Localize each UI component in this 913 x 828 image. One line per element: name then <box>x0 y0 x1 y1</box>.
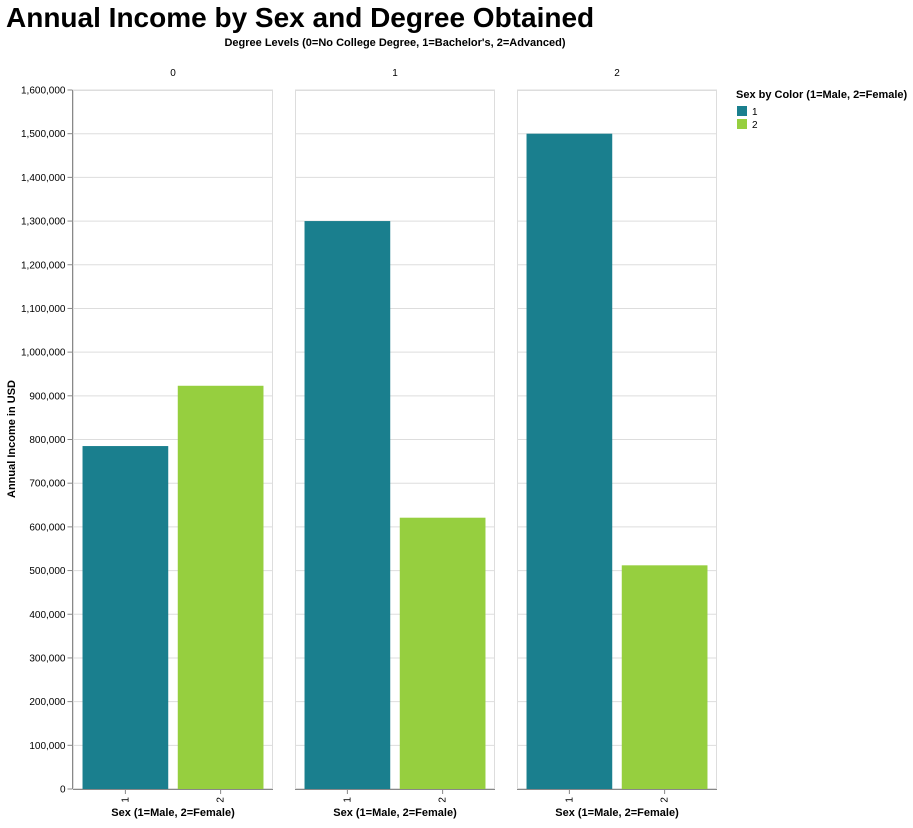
panel-frame <box>517 90 717 789</box>
y-tick-label: 1,200,000 <box>21 260 66 271</box>
facets: 0 1 2 Sex (1=Male, 2=Female) 1 1 2 Sex (1=Male,… <box>21 68 717 819</box>
x-tick-label: 2 <box>216 797 227 803</box>
y-tick-label: 1,100,000 <box>21 304 66 315</box>
y-tick-label: 1,000,000 <box>21 348 66 359</box>
panel-frame <box>73 90 273 789</box>
chart-title: Annual Income by Sex and Degree Obtained <box>6 2 594 33</box>
y-tick-label: 500,000 <box>29 566 66 577</box>
x-axis-title: Sex (1=Male, 2=Female) <box>111 807 235 819</box>
bar-degree-0-sex-1 <box>82 446 169 789</box>
y-tick-label: 900,000 <box>29 391 66 402</box>
legend: Sex by Color (1=Male, 2=Female) 1 2 <box>736 89 908 131</box>
legend-swatch-2 <box>737 119 747 129</box>
panel-frame <box>295 90 495 789</box>
bar-degree-1-sex-2 <box>399 517 486 789</box>
y-tick-label: 400,000 <box>29 610 66 621</box>
facet-panel-1: 1 1 2 Sex (1=Male, 2=Female) <box>295 68 495 819</box>
bar-degree-1-sex-1 <box>304 221 391 789</box>
y-tick-label: 0 <box>60 785 66 796</box>
y-axis: 0 100,000 200,000 300,000 400,000 500,000 600,… <box>21 86 73 796</box>
y-axis-title: Annual Income in USD <box>6 380 18 498</box>
facet-label-1: 1 <box>392 68 398 79</box>
y-tick-label: 1,400,000 <box>21 173 66 184</box>
y-tick-label: 100,000 <box>29 741 66 752</box>
legend-label-2: 2 <box>752 120 758 131</box>
y-tick-label: 700,000 <box>29 479 66 490</box>
y-tick-label: 300,000 <box>29 653 66 664</box>
legend-title: Sex by Color (1=Male, 2=Female) <box>736 89 908 101</box>
x-tick-label: 2 <box>660 797 671 803</box>
y-tick-label: 1,300,000 <box>21 217 66 228</box>
bar-degree-2-sex-1 <box>526 133 613 789</box>
facet-panel-2: 2 1 2 Sex (1=Male, 2=Female) <box>517 68 717 819</box>
facet-panel-0: 0 1 2 Sex (1=Male, 2=Female) <box>73 68 273 819</box>
bar-degree-0-sex-2 <box>177 385 264 789</box>
bar-degree-2-sex-2 <box>621 565 708 789</box>
facet-label-0: 0 <box>170 68 176 79</box>
legend-label-1: 1 <box>752 107 758 118</box>
x-tick-label: 1 <box>564 797 575 803</box>
x-tick-label: 1 <box>120 797 131 803</box>
legend-swatch-1 <box>737 106 747 116</box>
y-tick-label: 1,500,000 <box>21 129 66 140</box>
facet-label-2: 2 <box>614 68 620 79</box>
y-tick-label: 600,000 <box>29 522 66 533</box>
x-tick-label: 2 <box>438 797 449 803</box>
y-tick-label: 1,600,000 <box>21 86 66 97</box>
facet-header-title: Degree Levels (0=No College Degree, 1=Ba… <box>224 37 565 49</box>
x-axis-title: Sex (1=Male, 2=Female) <box>555 807 679 819</box>
y-tick-label: 200,000 <box>29 697 66 708</box>
y-tick-label: 800,000 <box>29 435 66 446</box>
x-axis-title: Sex (1=Male, 2=Female) <box>333 807 457 819</box>
x-tick-label: 1 <box>342 797 353 803</box>
